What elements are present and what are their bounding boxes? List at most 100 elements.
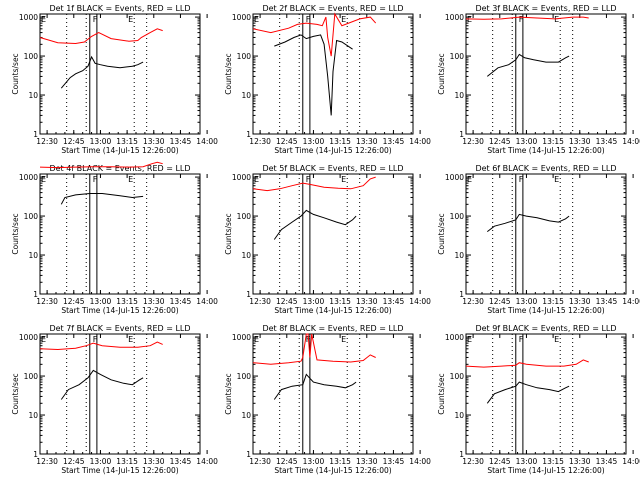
y-tick-label: 1	[33, 290, 38, 299]
y-axis-label: Counts/sec	[11, 373, 20, 414]
marker-letter-E: E	[341, 15, 346, 24]
y-tick-label: 10	[28, 91, 38, 100]
x-axis-label: Start Time (14-Jul-15 12:26:00)	[487, 146, 604, 155]
y-axis-label: Counts/sec	[437, 213, 446, 254]
y-tick-label: 1000	[19, 333, 38, 342]
x-tick-label: 13:45	[383, 137, 405, 146]
marker-letter-E: E	[41, 335, 46, 344]
plot-frame	[252, 13, 414, 135]
detector-panel-3: Det 3f BLACK = Events, RED = LLD 12:30 12:…	[437, 4, 640, 155]
x-tick-label: 13:00	[516, 457, 538, 466]
y-tick-label: 100	[237, 212, 252, 221]
y-tick-label: 10	[28, 411, 38, 420]
x-tick-label: 12:45	[63, 457, 85, 466]
marker-letter-F: F	[306, 15, 311, 24]
x-tick-label: 14:00	[409, 457, 431, 466]
y-tick-label: 1	[33, 130, 38, 139]
x-tick-label: 12:30	[249, 457, 271, 466]
events-series-line	[60, 55, 144, 89]
x-tick-label: 13:00	[516, 137, 538, 146]
marker-letter-E: E	[341, 335, 346, 344]
x-tick-label: 12:30	[462, 297, 484, 306]
x-tick-label: 12:30	[249, 297, 271, 306]
y-tick-label: 1000	[445, 13, 464, 22]
detector-panel-6: Det 6f BLACK = Events, RED = LLD 12:30 12:…	[437, 164, 640, 315]
y-tick-label: 1	[246, 450, 251, 459]
y-tick-label: 1000	[232, 173, 251, 182]
x-tick-label: 13:30	[569, 137, 591, 146]
x-tick-label: 13:45	[170, 297, 192, 306]
detector-panel-7: Det 7f BLACK = Events, RED = LLD 12:30 12:…	[11, 324, 218, 475]
marker-letter-E: E	[41, 175, 46, 184]
y-tick-label: 10	[241, 91, 251, 100]
events-series-line	[273, 209, 357, 240]
y-axis-label: Counts/sec	[224, 53, 233, 94]
x-tick-label: 13:45	[596, 137, 618, 146]
x-tick-label: 13:45	[596, 297, 618, 306]
events-series-line	[273, 373, 357, 400]
y-tick-label: 10	[454, 411, 464, 420]
x-axis-label: Start Time (14-Jul-15 12:26:00)	[61, 306, 178, 315]
events-series-line	[60, 193, 144, 205]
marker-letter-F: F	[93, 335, 98, 344]
x-tick-label: 14:00	[196, 297, 218, 306]
marker-letter-E: E	[341, 175, 346, 184]
lld-series-line	[39, 161, 163, 169]
x-tick-label: 14:00	[196, 457, 218, 466]
x-tick-label: 13:30	[143, 297, 165, 306]
y-tick-label: 1000	[19, 173, 38, 182]
marker-letter-E: E	[554, 175, 559, 184]
y-tick-label: 1	[459, 290, 464, 299]
x-tick-label: 14:00	[622, 457, 640, 466]
panel-title: Det 5f BLACK = Events, RED = LLD	[262, 164, 403, 173]
x-tick-label: 13:30	[356, 297, 378, 306]
x-tick-label: 13:00	[90, 297, 112, 306]
y-tick-label: 100	[24, 212, 39, 221]
marker-letter-F: F	[519, 175, 524, 184]
marker-letter-E: E	[41, 15, 46, 24]
y-tick-label: 10	[241, 411, 251, 420]
x-tick-label: 13:45	[170, 457, 192, 466]
events-series-line	[486, 213, 570, 232]
lld-series-line	[252, 12, 377, 57]
plot-frame	[39, 333, 201, 455]
y-axis-label: Counts/sec	[224, 213, 233, 254]
marker-letter-E: E	[128, 335, 133, 344]
y-tick-label: 1	[33, 450, 38, 459]
detector-panel-2: Det 2f BLACK = Events, RED = LLD 12:30 12:…	[224, 4, 431, 155]
x-tick-label: 12:30	[36, 457, 58, 466]
plot-frame	[39, 13, 201, 135]
y-tick-label: 1	[246, 290, 251, 299]
y-tick-label: 10	[454, 251, 464, 260]
events-series-line	[274, 34, 353, 116]
x-tick-label: 12:45	[63, 297, 85, 306]
panel-title: Det 1f BLACK = Events, RED = LLD	[49, 4, 190, 13]
lld-series-line	[252, 176, 376, 192]
lld-series-line	[39, 28, 163, 45]
marker-letter-F: F	[306, 175, 311, 184]
x-tick-label: 12:30	[249, 137, 271, 146]
y-tick-label: 1	[459, 130, 464, 139]
y-tick-label: 10	[241, 251, 251, 260]
x-axis-label: Start Time (14-Jul-15 12:26:00)	[274, 306, 391, 315]
x-axis-label: Start Time (14-Jul-15 12:26:00)	[487, 466, 604, 475]
x-tick-label: 13:00	[90, 137, 112, 146]
x-tick-label: 13:00	[90, 457, 112, 466]
x-tick-label: 12:45	[489, 297, 511, 306]
marker-letter-F: F	[519, 335, 524, 344]
panel-title: Det 8f BLACK = Events, RED = LLD	[262, 324, 403, 333]
panel-title: Det 7f BLACK = Events, RED = LLD	[49, 324, 190, 333]
x-tick-label: 13:00	[516, 297, 538, 306]
lld-series-line	[39, 341, 163, 351]
marker-letter-E: E	[254, 175, 259, 184]
x-tick-label: 13:45	[383, 457, 405, 466]
x-tick-label: 12:45	[276, 137, 298, 146]
x-tick-label: 12:45	[63, 137, 85, 146]
x-tick-label: 13:15	[116, 297, 138, 306]
y-tick-label: 100	[450, 212, 465, 221]
y-axis-label: Counts/sec	[224, 373, 233, 414]
y-tick-label: 100	[450, 372, 465, 381]
y-tick-label: 1000	[232, 13, 251, 22]
y-tick-label: 1000	[232, 333, 251, 342]
events-series-line	[486, 53, 570, 77]
